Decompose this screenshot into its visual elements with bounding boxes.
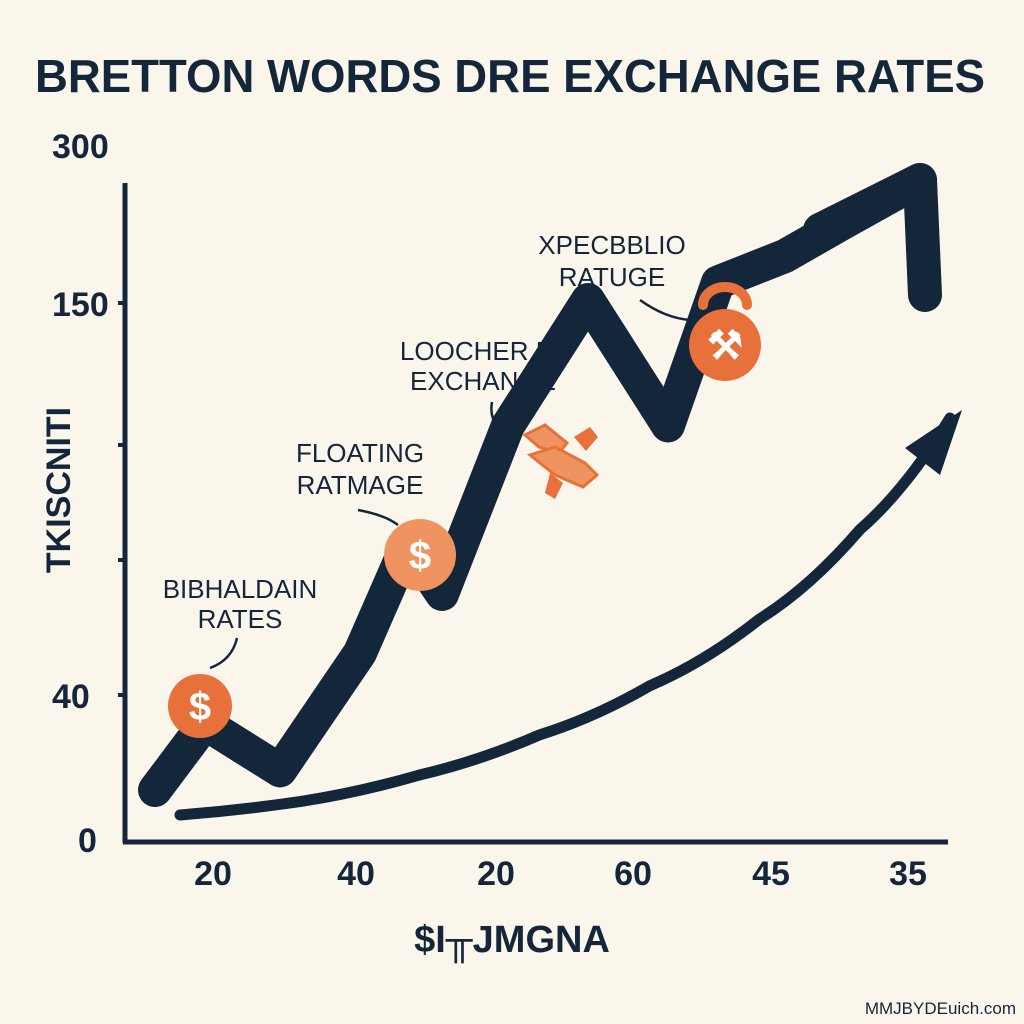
handshake-icon [522,423,600,499]
annotation-leader [357,508,399,527]
series-point [278,768,282,773]
y-tick-label: 150 [52,286,109,324]
x-tick-label: 60 [614,855,652,893]
annotation-leader [490,401,511,437]
series-curve-arrowhead [905,410,962,475]
dollar-coin-icon: $ [384,519,456,591]
series-point [440,592,444,596]
annotation-label: XPECBBLIO [538,230,685,260]
x-tick-labels: 20 40 20 60 45 35 [194,855,927,893]
annotation-label: EXCHANGE [410,366,556,396]
series-point [358,650,362,655]
series-point [783,254,787,258]
y-tick-label: 300 [52,128,109,166]
y-axis-label: TKISCNITI [40,407,78,573]
x-axis-label: $I╥JMGNA [414,919,610,964]
y-tick-label: 0 [78,822,97,860]
series-line-curve [174,412,956,821]
x-tick-label: 40 [337,855,375,893]
series-point [506,423,510,428]
series-point [586,298,590,302]
annotation-label: RATMAGE [297,470,424,500]
annotation-leader [639,298,691,322]
annotation-label: FLOATING [296,438,424,468]
y-tick-labels: 300 150 40 0 [52,128,109,860]
x-tick-label: 45 [752,855,790,893]
series-point [666,423,670,428]
annotation-label: RATUGE [559,262,665,292]
tools-coin-icon: ⚒ [689,282,761,381]
icon-symbol: $ [409,534,431,578]
watermark: MMJBYDEuich.com [865,999,1016,1018]
dollar-coin-icon: $ [168,674,232,738]
series-line-zigzag [138,203,865,807]
axes-group [118,183,948,845]
x-tick-label: 35 [889,855,927,893]
series-group [138,163,962,821]
series-arrow-shaft [831,163,937,237]
y-tick-label: 40 [52,678,90,716]
series-point [846,218,850,222]
x-tick-label: 20 [194,855,232,893]
x-tick-label: 20 [477,855,515,893]
icon-symbol: $ [189,685,211,729]
series-point [153,788,157,792]
chart-title: BRETTON WORDS DRE EXCHANGE RATES [35,50,985,102]
annotation-label: LOOCHER FL [400,336,566,366]
annotation-label: BIBHALDAIN [163,574,318,604]
annotation-leader [209,637,239,670]
icon-symbol: ⚒ [707,324,743,368]
annotation-label: RATES [198,604,283,634]
